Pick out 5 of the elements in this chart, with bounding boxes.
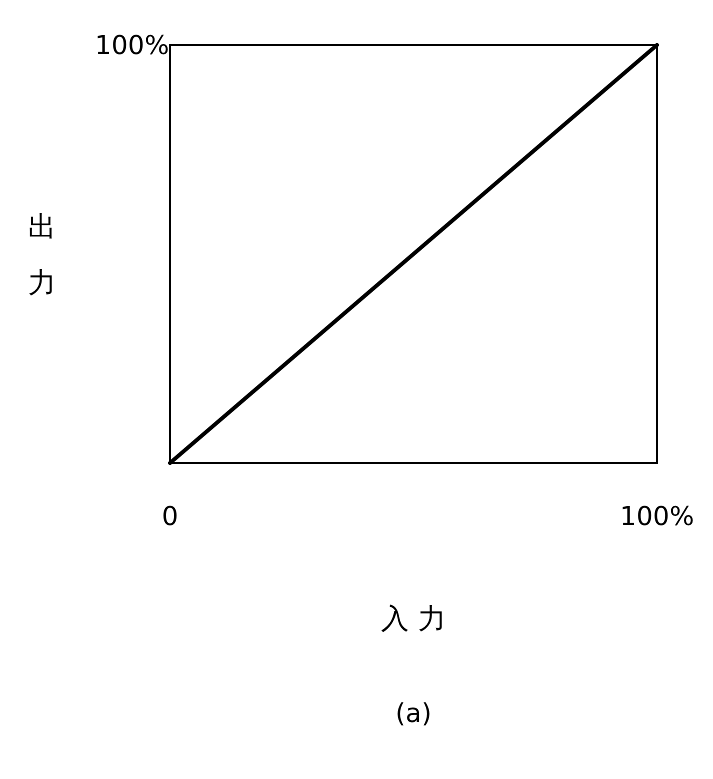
text: (a) [395, 699, 432, 729]
text: 100% [94, 31, 170, 61]
x-tick-label: 0 [162, 502, 178, 532]
x-axis-title: 入 力 [381, 602, 446, 635]
y-axis-title: 出力 [28, 210, 56, 299]
